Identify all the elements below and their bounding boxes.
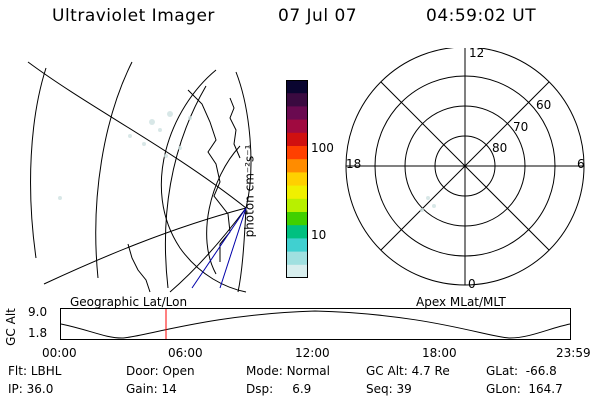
polar-label-18: 18: [346, 157, 362, 171]
colorbar-band: [286, 80, 308, 94]
colorbar-tick-100: 100: [311, 141, 334, 155]
timeline-x-tick-0: 00:00: [42, 346, 77, 360]
colorbar-band: [286, 93, 308, 107]
colorbar-band: [286, 106, 308, 121]
status-glon: GLon: 164.7: [486, 382, 563, 396]
timeline-plot: [60, 308, 571, 340]
polar-lat-60: 60: [536, 98, 552, 112]
colorbar-band: [286, 159, 308, 173]
status-dsp: Dsp: 6.9: [246, 382, 312, 396]
timeline-y-tick-top: 9.0: [28, 305, 48, 319]
colorbar-band: [286, 119, 308, 134]
timeline-x-tick-3: 18:00: [422, 346, 457, 360]
polar-label-12: 12: [469, 46, 485, 60]
status-glat: GLat: -66.8: [486, 364, 557, 378]
status-seq: Seq: 39: [366, 382, 412, 396]
polar-lat-80: 80: [492, 141, 508, 155]
colorbar-label: photon cm⁻²s⁻¹: [242, 144, 257, 238]
timeline-y-axis-label: GC Alt: [3, 308, 18, 346]
status-ip: IP: 36.0: [8, 382, 54, 396]
app-title: Ultraviolet Imager: [52, 6, 215, 26]
timeline-x-tick-1: 06:00: [168, 346, 203, 360]
colorbar-band: [286, 264, 308, 278]
status-mode: Mode: Normal: [246, 364, 330, 378]
colorbar-band: [286, 146, 308, 160]
polar-label-6: 6: [577, 157, 585, 171]
timeline-y-tick-bottom: 1.8: [28, 326, 48, 340]
colorbar-band: [286, 198, 308, 213]
colorbar-band: [286, 251, 308, 266]
timeline-x-tick-2: 12:00: [295, 346, 330, 360]
timeline-right-label: Apex MLat/MLT: [416, 295, 506, 309]
status-gain: Gain: 14: [126, 382, 177, 396]
colorbar-tick-10: 10: [311, 228, 327, 242]
polar-plot: [345, 48, 585, 286]
polar-label-0: 0: [468, 277, 476, 291]
timeline-x-tick-4: 23:59: [556, 346, 591, 360]
colorbar-band: [286, 185, 308, 200]
colorbar-band: [286, 172, 308, 187]
status-flt: Flt: LBHL: [8, 364, 62, 378]
colorbar-band: [286, 225, 308, 239]
status-gc-alt: GC Alt: 4.7 Re: [366, 364, 450, 378]
colorbar-band: [286, 132, 308, 147]
colorbar-band: [286, 212, 308, 226]
timeline-left-label: Geographic Lat/Lon: [70, 295, 188, 309]
status-door: Door: Open: [126, 364, 195, 378]
colorbar-band: [286, 238, 308, 253]
header-date: 07 Jul 07: [278, 6, 358, 26]
colorbar: [286, 80, 308, 278]
polar-lat-70: 70: [513, 120, 529, 134]
header-time: 04:59:02 UT: [426, 6, 537, 26]
geographic-map: [27, 61, 252, 293]
